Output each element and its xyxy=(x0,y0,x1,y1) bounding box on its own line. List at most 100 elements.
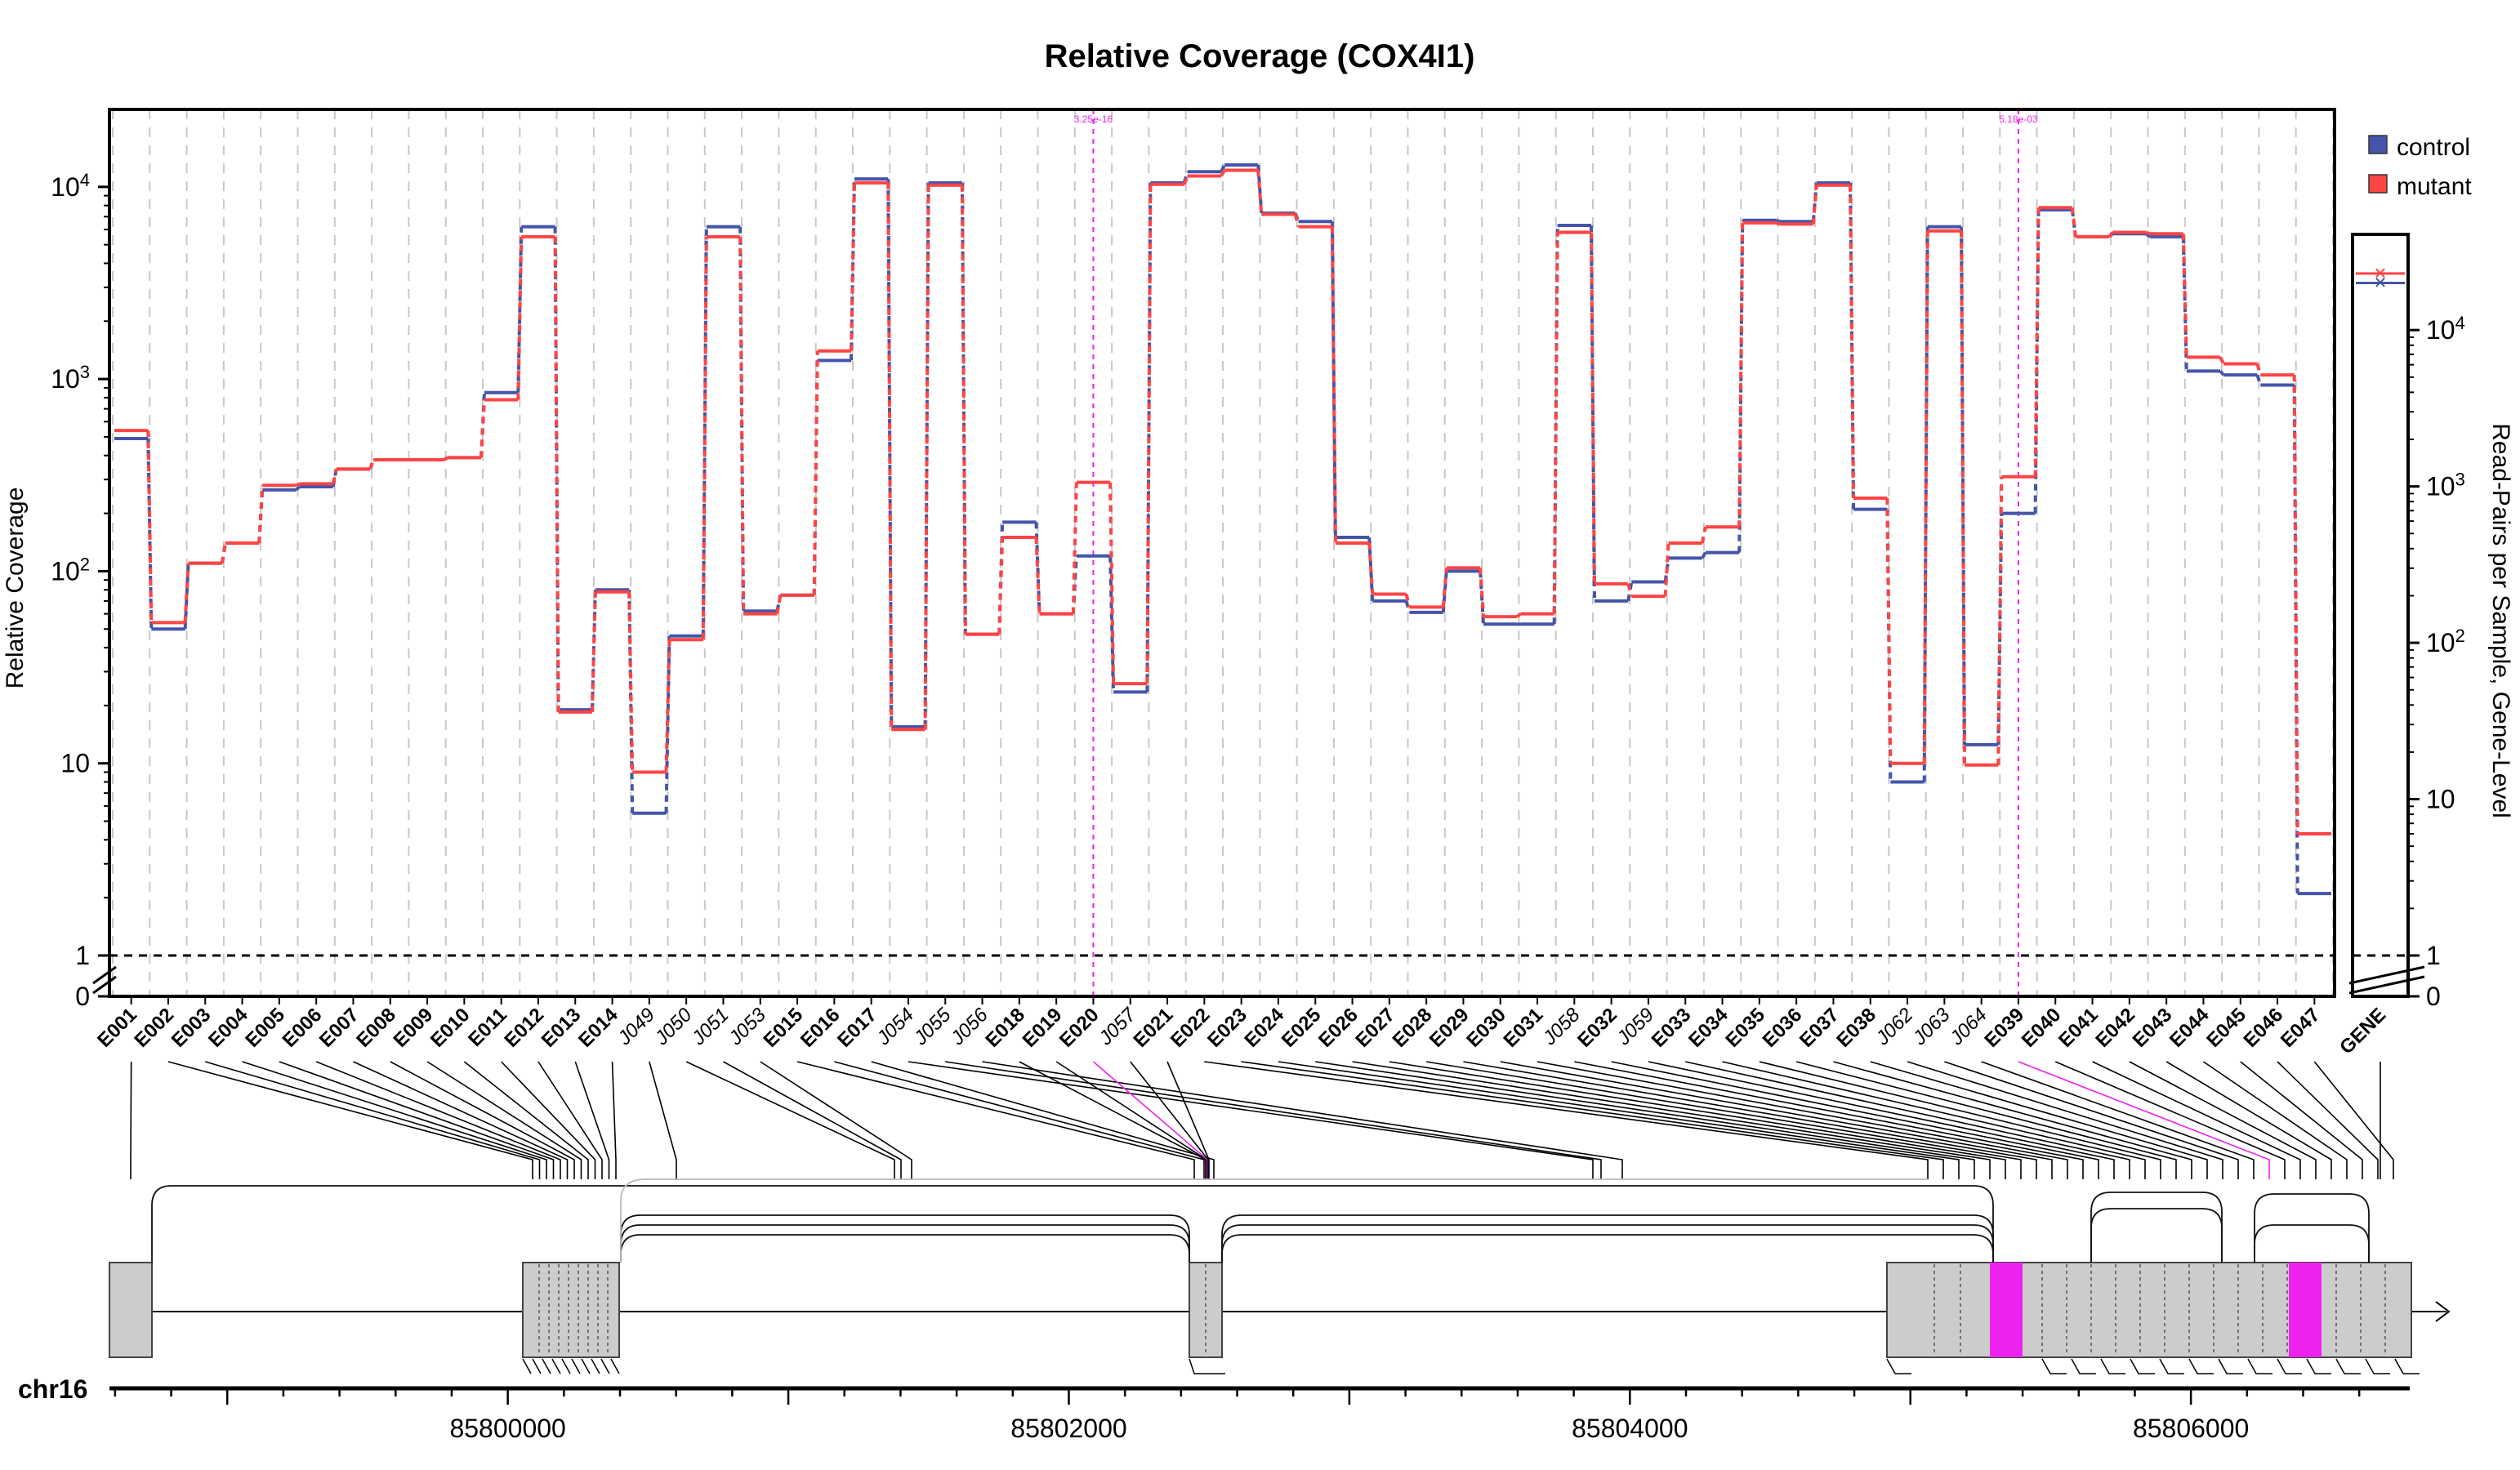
splice-junction-arc xyxy=(620,1234,1190,1263)
category-label-J058: J058 xyxy=(1538,1004,1585,1050)
category-label-E007: E007 xyxy=(315,1004,364,1052)
series-connector xyxy=(1737,222,1745,528)
series-connector xyxy=(295,482,301,488)
connector-E036 xyxy=(1795,1061,2177,1179)
splice-junction-arc-faint xyxy=(620,1178,1928,1263)
series-connector xyxy=(479,399,486,458)
connector-E027 xyxy=(1389,1061,2006,1179)
connector-E010 xyxy=(463,1061,589,1179)
y-tick-label: 102 xyxy=(51,554,90,586)
connector-J051 xyxy=(723,1061,902,1179)
series-connector xyxy=(1034,537,1041,614)
chromosome-label: chr16 xyxy=(18,1374,87,1404)
series-connector xyxy=(1922,226,1929,782)
series-connector xyxy=(2219,370,2225,376)
connector-E044 xyxy=(2202,1061,2348,1179)
connector-E024 xyxy=(1278,1061,1960,1179)
series-connector xyxy=(1479,571,1486,625)
category-label-E041: E041 xyxy=(2054,1004,2103,1052)
connector-E032 xyxy=(1611,1061,2099,1179)
series-connector xyxy=(1775,220,1781,226)
exon-bracket xyxy=(2130,1358,2155,1374)
series-mutant xyxy=(114,168,2331,835)
connector-J064 xyxy=(1981,1061,2255,1179)
category-label-E030: E030 xyxy=(1462,1004,1510,1052)
exon-bracket xyxy=(2277,1358,2302,1374)
series-connector xyxy=(516,226,524,393)
category-label-E043: E043 xyxy=(2129,1004,2177,1052)
exon-bracket xyxy=(2100,1358,2125,1374)
connector-E007 xyxy=(353,1061,569,1179)
exon-bracket xyxy=(1189,1358,1225,1374)
category-label-E035: E035 xyxy=(1721,1004,1769,1052)
y-tick-label: 104 xyxy=(51,169,90,202)
series-connector xyxy=(1811,185,1818,225)
gene-level-control-marker: × xyxy=(2374,270,2386,295)
series-connector xyxy=(701,236,708,640)
series-connector xyxy=(2255,363,2263,376)
connector-E034 xyxy=(1722,1061,2146,1179)
series-connector xyxy=(1590,232,1596,584)
connector-E037 xyxy=(1833,1061,2192,1179)
exon-bracket xyxy=(2071,1358,2096,1374)
connector-E017 xyxy=(871,1061,1215,1179)
connector-J058 xyxy=(1574,1061,2084,1179)
exon-bracket xyxy=(600,1358,610,1374)
series-connector xyxy=(1479,568,1486,617)
splice-junction-arc xyxy=(1221,1214,1994,1263)
connector-E015 xyxy=(796,1061,1195,1179)
category-label-E044: E044 xyxy=(2165,1004,2214,1052)
splice-junction-arc xyxy=(151,1185,1994,1263)
connector-E003 xyxy=(205,1061,541,1179)
gene-y-tick-label: 104 xyxy=(2426,313,2465,345)
connector-E026 xyxy=(1352,1061,1991,1179)
gene-panel-frame xyxy=(2351,233,2410,998)
connector-J050 xyxy=(685,1061,895,1179)
legend-label-control: control xyxy=(2397,134,2470,161)
series-connector xyxy=(1330,226,1337,544)
connector-E011 xyxy=(501,1061,596,1179)
series-connector xyxy=(183,563,190,623)
series-connector xyxy=(627,591,635,773)
connector-E025 xyxy=(1315,1061,1975,1179)
exon-bracket xyxy=(2218,1358,2243,1374)
strand-arrow xyxy=(2435,1301,2451,1322)
series-connector xyxy=(1626,581,1634,602)
legend: control mutant xyxy=(2368,134,2472,200)
genome-tick-label: 85802000 xyxy=(1010,1414,1126,1443)
connector-E009 xyxy=(426,1061,582,1179)
category-label-E026: E026 xyxy=(1314,1004,1363,1052)
gene-y-tick-label-zero: 0 xyxy=(2426,982,2441,1011)
series-connector xyxy=(516,236,524,400)
series-connector xyxy=(590,591,597,712)
category-label-E029: E029 xyxy=(1425,1004,1474,1052)
exon-bracket xyxy=(551,1358,561,1374)
y-tick-label: 10 xyxy=(60,749,90,778)
category-label-E028: E028 xyxy=(1389,1004,1437,1052)
category-label-E027: E027 xyxy=(1351,1004,1399,1052)
exon-bracket xyxy=(610,1358,620,1374)
exon-bracket xyxy=(2306,1358,2331,1374)
category-label-E042: E042 xyxy=(2091,1004,2139,1052)
category-label-E010: E010 xyxy=(426,1004,475,1052)
exon-bracket xyxy=(2247,1358,2272,1374)
exon-bracket xyxy=(571,1358,581,1374)
category-label-J059: J059 xyxy=(1612,1004,1659,1050)
connector-E038 xyxy=(1870,1061,2208,1179)
splice-junction-arc xyxy=(2254,1193,2370,1263)
connector-E030 xyxy=(1500,1061,2053,1179)
category-label-E045: E045 xyxy=(2202,1004,2250,1052)
category-label-E031: E031 xyxy=(1500,1004,1548,1052)
connector-E008 xyxy=(390,1061,575,1179)
exon-block xyxy=(1189,1262,1223,1358)
series-connector xyxy=(2107,231,2114,238)
connector-E042 xyxy=(2129,1061,2317,1179)
category-label-gene: GENE xyxy=(2335,1004,2390,1058)
category-label-E017: E017 xyxy=(833,1004,881,1052)
series-connector xyxy=(2292,375,2299,834)
exon-bracket xyxy=(532,1358,542,1374)
connector-E004 xyxy=(242,1061,547,1179)
connector-J053 xyxy=(760,1061,912,1179)
genome-tick-label: 85804000 xyxy=(1572,1414,1688,1443)
connector-E041 xyxy=(2092,1061,2301,1179)
